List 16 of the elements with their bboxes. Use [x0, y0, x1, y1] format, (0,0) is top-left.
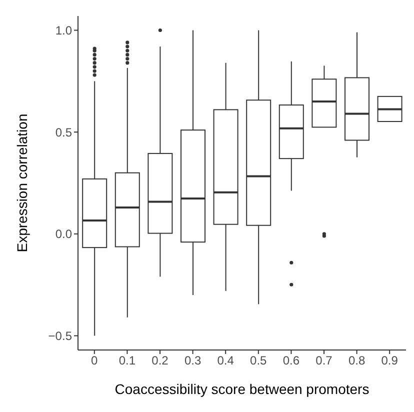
x-tick-label: 0.5: [250, 354, 268, 368]
x-tick-label: 0.2: [152, 354, 169, 368]
y-tick-label: 0.5: [55, 125, 72, 140]
y-tick-label: 0.0: [55, 227, 72, 242]
x-tick-label: 0.9: [381, 354, 398, 368]
x-tick-label: 0.1: [118, 354, 136, 368]
x-tick-label: 0: [91, 354, 98, 368]
x-tick-label: 0.8: [348, 354, 366, 368]
y-axis-title: Expression correlation: [14, 114, 30, 252]
x-axis-title: Coaccessibility score between promoters: [114, 381, 370, 397]
x-tick-label: 0.6: [282, 354, 300, 368]
y-tick-label: −0.5: [48, 329, 72, 344]
y-tick-label: 1.0: [55, 24, 72, 38]
x-tick-label: 0.7: [316, 354, 333, 368]
x-tick-label: 0.3: [184, 354, 202, 368]
x-tick-label: 0.4: [217, 354, 234, 368]
